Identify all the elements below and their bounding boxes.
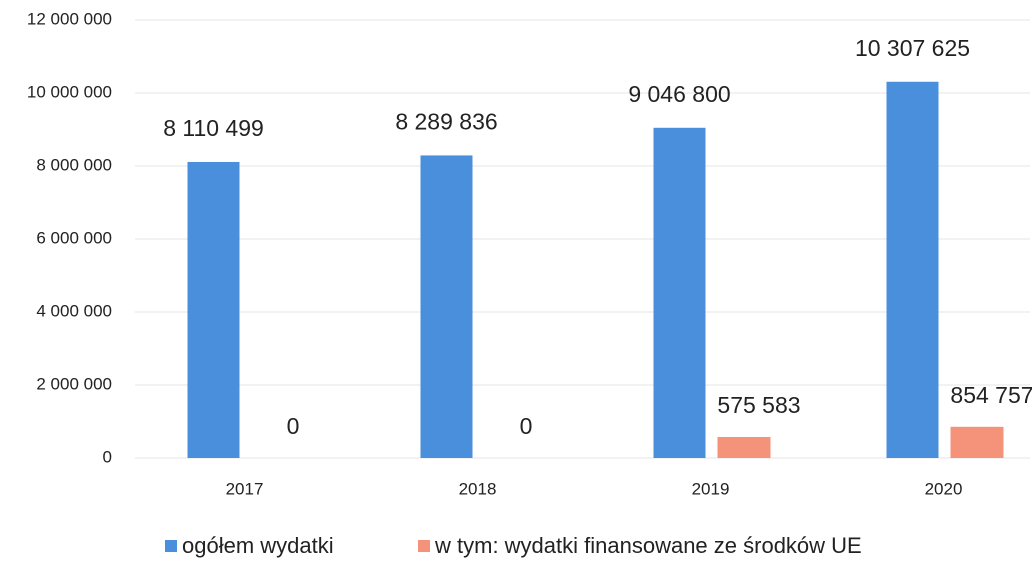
x-tick-label: 2018 <box>459 479 497 498</box>
legend-swatch <box>418 540 430 552</box>
bar <box>950 426 1004 458</box>
y-tick-label: 10 000 000 <box>27 82 112 101</box>
x-tick-label: 2017 <box>226 479 264 498</box>
y-tick-label: 12 000 000 <box>27 9 112 28</box>
legend-label: w tym: wydatki finansowane ze środków UE <box>434 533 862 558</box>
value-label: 10 307 625 <box>855 35 970 61</box>
value-label: 8 289 836 <box>395 108 497 134</box>
value-label: 854 757 <box>950 382 1032 408</box>
bar <box>886 81 939 458</box>
legend-swatch <box>165 540 177 552</box>
legend-label: ogółem wydatki <box>182 533 334 558</box>
bar <box>653 127 706 458</box>
y-tick-label: 6 000 000 <box>36 228 112 247</box>
value-label: 0 <box>287 413 300 439</box>
bar <box>717 436 771 458</box>
value-label: 0 <box>520 413 533 439</box>
value-label: 575 583 <box>717 392 800 418</box>
value-label: 8 110 499 <box>163 115 264 141</box>
value-label: 9 046 800 <box>628 81 730 107</box>
bar <box>187 161 240 458</box>
bar <box>420 155 473 458</box>
y-tick-label: 8 000 000 <box>36 155 112 174</box>
x-tick-label: 2020 <box>925 479 963 498</box>
y-tick-label: 2 000 000 <box>36 374 112 393</box>
x-tick-label: 2019 <box>692 479 730 498</box>
y-tick-label: 0 <box>103 447 112 466</box>
y-tick-label: 4 000 000 <box>36 301 112 320</box>
